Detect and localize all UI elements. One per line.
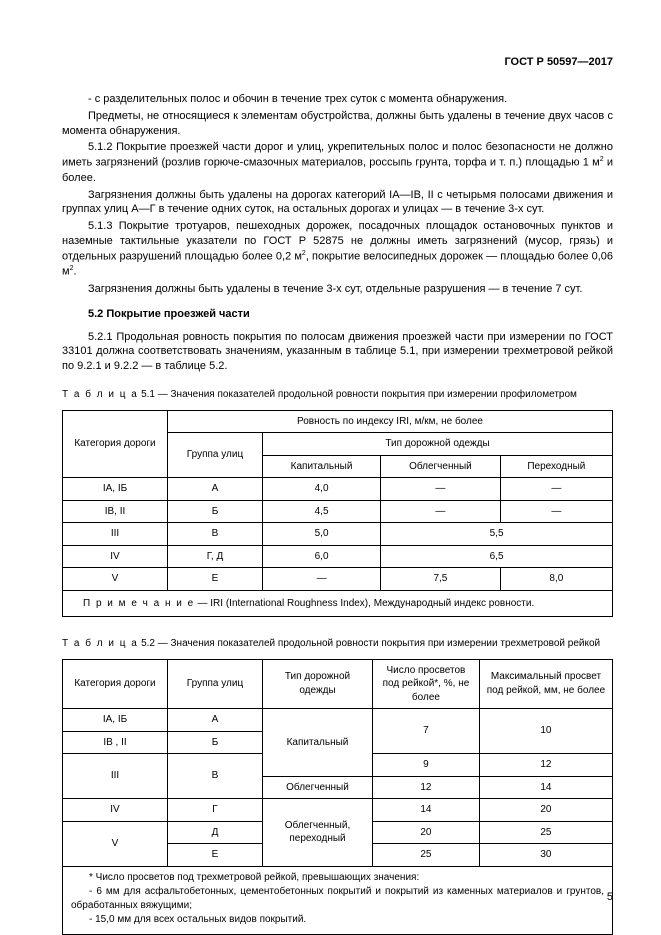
t51-r5-grp: Е	[168, 568, 263, 591]
table52-caption: Т а б л и ц а 5.2 — Значения показателей…	[62, 637, 613, 651]
t51-r4-merged: 6,5	[381, 545, 613, 568]
para-1: - с разделительных полос и обочин в тече…	[62, 92, 613, 107]
t52-r4-gaps: 14	[373, 799, 480, 822]
t52-h-type: Тип дорожной одежды	[263, 659, 373, 709]
footnote-block: * Число просветов под трехметровой рейко…	[62, 867, 613, 935]
t51-r3-merged: 5,5	[381, 523, 613, 546]
t51-note: П р и м е ч а н и е — IRI (International…	[63, 590, 613, 617]
para-4: Загрязнения должны быть удалены на дорог…	[62, 188, 613, 218]
fn1: * Число просветов под трехметровой рейко…	[71, 871, 604, 885]
t52-h-group: Группа улиц	[168, 659, 263, 709]
t51-r2-trans: —	[500, 500, 612, 523]
t51-h-iri: Ровность по индексу IRI, м/км, не более	[168, 410, 613, 433]
doc-header: ГОСТ Р 50597—2017	[62, 55, 613, 70]
t52-r1-cat: IА, IБ	[63, 709, 168, 732]
t51-note-text: — IRI (International Roughness Index), М…	[195, 598, 535, 609]
para-6: Загрязнения должны быть удалены в течени…	[62, 282, 613, 297]
t51-note-label: П р и м е ч а н и е	[83, 598, 195, 609]
t52-r5a-gaps: 20	[373, 821, 480, 844]
t51-r1-cap: 4,0	[263, 478, 381, 501]
table52-caption-text: 5.2 — Значения показателей продольной ро…	[141, 638, 600, 649]
t52-r3b-max: 14	[479, 776, 612, 799]
t51-r5-trans: 8,0	[500, 568, 612, 591]
t51-r2-cap: 4,5	[263, 500, 381, 523]
para-2: Предметы, не относящиеся к элементам обу…	[62, 109, 613, 139]
t51-r1-light: —	[381, 478, 501, 501]
t51-h-type: Тип дорожной одежды	[263, 433, 613, 456]
t52-r3b-gaps: 12	[373, 776, 480, 799]
t52-r5b-gaps: 25	[373, 844, 480, 867]
t52-r4-max: 20	[479, 799, 612, 822]
t52-r3a-max: 12	[479, 754, 612, 777]
t51-r4-cap: 6,0	[263, 545, 381, 568]
t51-r1-grp: А	[168, 478, 263, 501]
t51-r3-grp: В	[168, 523, 263, 546]
t52-type-cap: Капитальный	[263, 709, 373, 777]
page-number: 5	[607, 890, 613, 905]
table-52: Категория дороги Группа улиц Тип дорожно…	[62, 659, 613, 867]
t52-type-light: Облегченный	[263, 776, 373, 799]
t51-h-light: Облегченный	[381, 455, 501, 478]
t52-r3a-gaps: 9	[373, 754, 480, 777]
t52-r1-grp: А	[168, 709, 263, 732]
t51-r1-trans: —	[500, 478, 612, 501]
table51-caption: Т а б л и ц а 5.1 — Значения показателей…	[62, 388, 613, 402]
t52-r4-cat: IV	[63, 799, 168, 822]
t51-h-trans: Переходный	[500, 455, 612, 478]
t51-r1-cat: IА, IБ	[63, 478, 168, 501]
fn3: - 15,0 мм для всех остальных видов покры…	[71, 913, 604, 927]
t51-h-cat: Категория дороги	[63, 410, 168, 478]
table-51: Категория дороги Ровность по индексу IRI…	[62, 410, 613, 618]
t52-r5-cat: V	[63, 821, 168, 866]
t51-r5-light: 7,5	[381, 568, 501, 591]
t51-h-cap: Капитальный	[263, 455, 381, 478]
table52-label: Т а б л и ц а	[62, 638, 138, 649]
t51-r5-cat: V	[63, 568, 168, 591]
fn2: - 6 мм для асфальтобетонных, цементобето…	[71, 885, 604, 912]
t52-type-lt: Облегченный, переходный	[263, 799, 373, 867]
t51-r4-cat: IV	[63, 545, 168, 568]
t51-r2-cat: IВ, II	[63, 500, 168, 523]
section-title: 5.2 Покрытие проезжей части	[62, 307, 613, 322]
t51-r5-cap: —	[263, 568, 381, 591]
t52-r5b-max: 30	[479, 844, 612, 867]
t52-r3-cat: III	[63, 754, 168, 799]
t52-r2-cat: IВ , II	[63, 731, 168, 754]
t51-r2-light: —	[381, 500, 501, 523]
t52-r3-grp: В	[168, 754, 263, 799]
t51-r3-cap: 5,0	[263, 523, 381, 546]
para-7: 5.2.1 Продольная ровность покрытия по по…	[62, 330, 613, 375]
para-3a: 5.1.2 Покрытие проезжей части дорог и ул…	[62, 141, 613, 169]
t52-r4-grp: Г	[168, 799, 263, 822]
t52-r5b-grp: Е	[168, 844, 263, 867]
t52-r1-gaps: 7	[373, 709, 480, 754]
t51-r4-grp: Г, Д	[168, 545, 263, 568]
t51-h-group: Группа улиц	[168, 433, 263, 478]
para-3: 5.1.2 Покрытие проезжей части дорог и ул…	[62, 140, 613, 185]
t52-r2-grp: Б	[168, 731, 263, 754]
t52-h-cat: Категория дороги	[63, 659, 168, 709]
t52-r5a-grp: Д	[168, 821, 263, 844]
t51-r2-grp: Б	[168, 500, 263, 523]
t52-h-gaps: Число просветов под рейкой*, %, не более	[373, 659, 480, 709]
t52-r5a-max: 25	[479, 821, 612, 844]
table51-label: Т а б л и ц а	[62, 389, 138, 400]
para-5: 5.1.3 Покрытие тротуаров, пешеходных дор…	[62, 219, 613, 280]
t52-r1-max: 10	[479, 709, 612, 754]
t52-h-max: Максимальный просвет под рейкой, мм, не …	[479, 659, 612, 709]
t51-r3-cat: III	[63, 523, 168, 546]
para-5c: .	[73, 266, 76, 278]
table51-caption-text: 5.1 — Значения показателей продольной ро…	[141, 389, 577, 400]
